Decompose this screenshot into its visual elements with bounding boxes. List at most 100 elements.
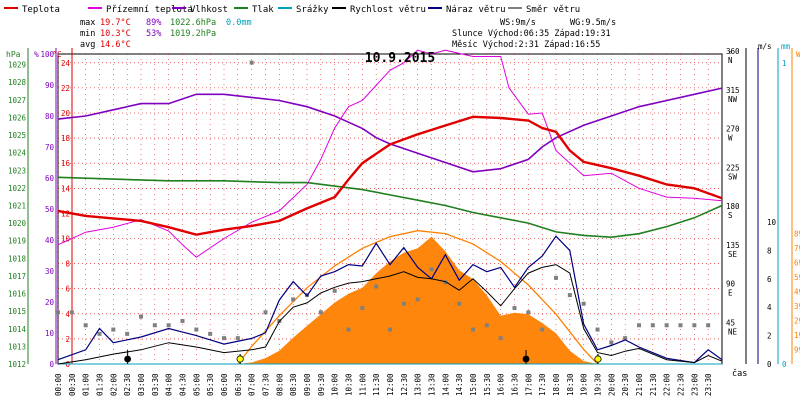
stat-min-label: min — [80, 29, 95, 39]
tick-label-wind: 0 — [767, 360, 772, 369]
x-tick-label: 07:00 — [248, 373, 257, 396]
x-axis: 00:00 00:30 01:00 01:30 02:00 02:30 03:00 03:30… — [54, 373, 713, 396]
axis-label-wind: m/s — [758, 42, 772, 51]
tick-label-dir: 90 — [726, 280, 736, 289]
x-tick-label: 17:30 — [538, 373, 547, 396]
wind-direction-point — [291, 297, 296, 302]
tick-label-hum: 0 — [49, 360, 54, 369]
wind-direction-point — [388, 327, 392, 332]
stat-max-label: max — [80, 18, 95, 28]
tick-label-press: 1019 — [8, 237, 26, 246]
x-tick-label: 12:30 — [400, 373, 409, 396]
axis-label-dir: ° — [728, 50, 733, 59]
wind-direction-point — [346, 327, 351, 332]
stat-max-rain: 0.0mm — [226, 18, 252, 28]
tick-label-dir: 135 — [726, 241, 740, 250]
x-tick-label: 04:00 — [165, 373, 174, 396]
left-axes: hPa1029102810271026102510241023102210211… — [6, 48, 73, 369]
axis-label-solar: W — [796, 50, 800, 59]
wind-direction-point — [125, 331, 130, 336]
x-tick-label: 06:00 — [220, 373, 229, 396]
x-tick-label: 15:00 — [469, 373, 478, 396]
wind-direction-point — [166, 323, 171, 328]
wind-direction-point — [623, 336, 628, 341]
tick-label-solar: 198 — [794, 331, 800, 340]
wind-direction-point — [374, 284, 379, 289]
tick-label-dir: 45 — [726, 318, 735, 327]
moonset-marker — [522, 355, 530, 363]
legend-label-ground: Přízemní teplota — [106, 5, 193, 15]
stat-avg-temp: 14.6°C — [100, 40, 131, 50]
tick-label-dir-name: NW — [728, 95, 738, 104]
tick-label-press: 1021 — [8, 201, 26, 210]
tick-label-press: 1023 — [8, 166, 26, 175]
x-tick-label: 09:00 — [303, 373, 312, 396]
tick-label-temp: 4 — [65, 310, 70, 319]
wind-direction-point — [637, 323, 641, 328]
x-tick-label: 22:30 — [677, 373, 686, 396]
tick-label-press: 1012 — [8, 360, 26, 369]
x-axis-label: čas — [732, 368, 747, 379]
x-tick-label: 16:00 — [497, 373, 506, 396]
wind-direction-point — [263, 310, 268, 315]
tick-label-press: 1024 — [8, 149, 27, 158]
tick-label-press: 1015 — [8, 307, 26, 316]
tick-label-hum: 20 — [45, 298, 55, 307]
tick-label-press: 1016 — [8, 290, 27, 299]
wind-direction-point — [415, 297, 420, 302]
x-tick-label: 13:30 — [428, 373, 437, 396]
legend-label-press: Tlak — [252, 5, 274, 15]
tick-label-solar: 99 — [794, 346, 800, 355]
tick-label-temp: 20 — [61, 109, 71, 118]
tick-label-dir-name: NE — [728, 327, 738, 336]
wind-direction-point — [235, 336, 240, 341]
tick-label-press: 1013 — [8, 342, 26, 351]
stat-min-press: 1019.2hPa — [170, 29, 216, 39]
wind-direction-point — [97, 331, 102, 336]
tick-label-solar: 594 — [794, 273, 800, 282]
stat-max-temp: 19.7°C — [100, 18, 131, 28]
tick-label-dir-name: S — [728, 211, 733, 220]
x-tick-label: 01:30 — [96, 373, 105, 396]
tick-label-rain: 1 — [782, 59, 787, 68]
tick-label-dir-name: E — [728, 289, 733, 298]
tick-label-press: 1025 — [8, 131, 26, 140]
stat-max-hum: 89% — [146, 18, 161, 28]
tick-label-press: 1017 — [8, 272, 26, 281]
legend-label-dir: Směr větru — [526, 5, 580, 15]
wind-direction-point — [194, 327, 199, 332]
tick-label-dir: 270 — [726, 125, 740, 134]
tick-label-hum: 80 — [45, 112, 55, 121]
tick-label-rain: 0 — [782, 360, 787, 369]
tick-label-solar: 792 — [794, 244, 800, 253]
wind-direction-point — [706, 323, 711, 328]
stat-max-press: 1022.6hPa — [170, 18, 216, 28]
tick-label-press: 1028 — [8, 78, 27, 87]
wind-direction-point — [664, 323, 669, 328]
wind-direction-point — [581, 301, 586, 306]
tick-label-dir: 315 — [726, 86, 740, 95]
stat-sun: Slunce Východ:06:35 Západ:19:31 — [452, 29, 611, 39]
stat-min-hum: 53% — [146, 29, 161, 39]
tick-label-press: 1029 — [8, 61, 26, 70]
tick-label-temp: 2 — [65, 335, 70, 344]
wind-direction-point — [540, 327, 545, 332]
tick-label-press: 1026 — [8, 113, 27, 122]
tick-label-temp: 8 — [65, 260, 70, 269]
x-tick-label: 08:30 — [289, 373, 298, 396]
tick-label-temp: 12 — [61, 209, 70, 218]
stat-ws: WS:9m/s — [500, 18, 536, 28]
tick-label-dir: 180 — [726, 202, 740, 211]
wind-direction-point — [111, 327, 116, 332]
gust-line — [57, 235, 723, 364]
tick-label-dir-name: W — [728, 134, 733, 143]
wind-direction-point — [512, 306, 517, 311]
wind-direction-point — [56, 310, 60, 315]
tick-label-temp: 24 — [61, 59, 71, 68]
tick-label-press: 1014 — [8, 325, 27, 334]
x-tick-label: 19:00 — [580, 373, 589, 396]
series-layer — [56, 49, 723, 365]
x-tick-label: 13:00 — [414, 373, 423, 396]
stat-avg-label: avg — [80, 40, 95, 50]
wind-direction-point — [457, 301, 462, 306]
